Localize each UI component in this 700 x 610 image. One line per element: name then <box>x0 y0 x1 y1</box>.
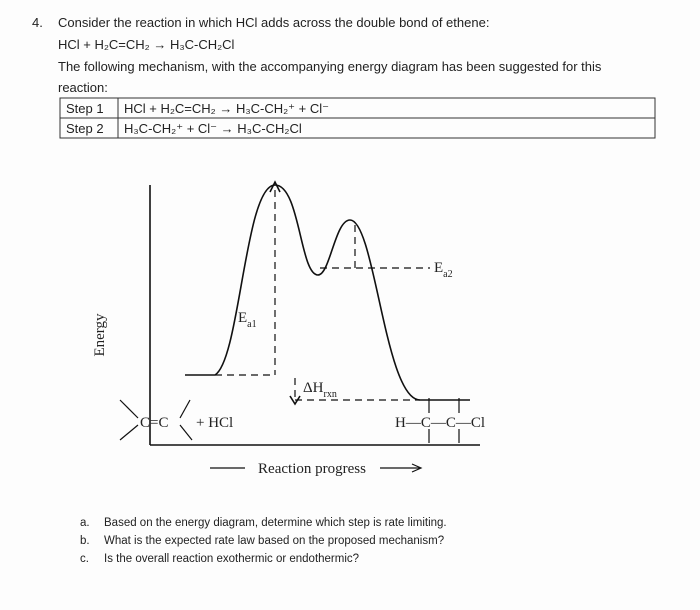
table-cell: Step 2 <box>66 121 104 136</box>
text-line: reaction: <box>58 80 108 95</box>
bond <box>179 399 191 419</box>
energy-curve <box>185 184 470 401</box>
arrowhead <box>289 395 301 406</box>
label-sub: a1 <box>247 319 256 330</box>
reactant-label: + HCl <box>196 415 233 431</box>
table-cell: H₃C-CH₂⁺ + Cl⁻ → H₃C-CH₂Cl <box>124 121 302 136</box>
reactant-label: C=C <box>140 415 168 431</box>
y-axis-label: Energy <box>92 313 108 357</box>
product-label: H—C—C—Cl <box>395 415 485 431</box>
label-main: ΔH <box>303 380 324 396</box>
dh-label: ΔHrxn <box>303 380 337 400</box>
part-text: Is the overall reaction exothermic or en… <box>104 553 359 565</box>
part-text: Based on the energy diagram, determine w… <box>104 517 447 529</box>
text-line: HCl + H₂C=CH₂ → H₃C-CH₂Cl <box>58 37 235 52</box>
label-sub: rxn <box>323 389 336 400</box>
label-main: E <box>434 260 443 276</box>
bond <box>119 399 139 419</box>
mechanism-table <box>59 97 656 139</box>
energy-diagram <box>119 180 480 473</box>
part-text: What is the expected rate law based on t… <box>104 535 444 547</box>
part-letter: b. <box>80 535 90 547</box>
ea1-label: Ea1 <box>238 310 257 330</box>
table-cell: HCl + H₂C=CH₂ → H₃C-CH₂⁺ + Cl⁻ <box>124 101 329 116</box>
table-cell: Step 1 <box>66 101 104 116</box>
x-axis-label: Reaction progress <box>258 461 366 477</box>
label-main: E <box>238 310 247 326</box>
part-letter: a. <box>80 517 90 529</box>
bond <box>119 424 139 441</box>
label-sub: a2 <box>443 269 452 280</box>
arrowhead <box>411 463 423 473</box>
part-letter: c. <box>80 553 89 565</box>
question-number: 4. <box>32 15 43 30</box>
text-line: The following mechanism, with the accomp… <box>58 59 602 74</box>
arrowhead <box>269 180 281 193</box>
text-line: Consider the reaction in which HCl adds … <box>58 15 489 30</box>
ea2-label: Ea2 <box>434 260 453 280</box>
bond <box>179 424 193 441</box>
